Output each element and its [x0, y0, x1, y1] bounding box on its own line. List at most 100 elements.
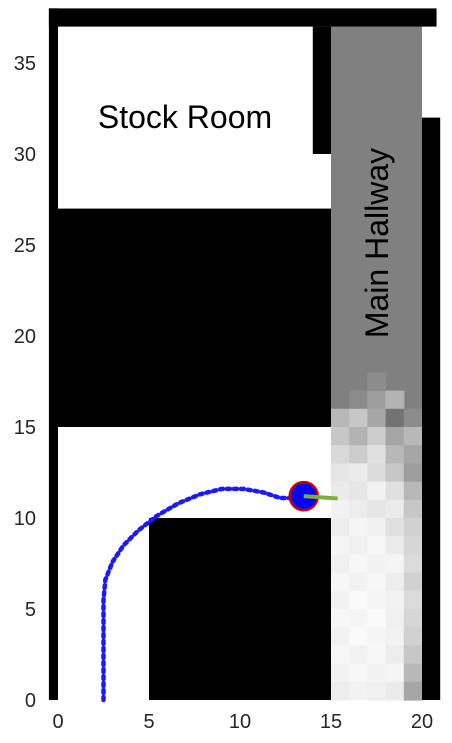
hallway-cell — [331, 627, 350, 646]
hallway-cell — [385, 427, 405, 446]
hallway-cell — [349, 518, 368, 537]
hallway-cell — [331, 463, 350, 483]
hallway-cell — [367, 427, 387, 446]
hallway-cell — [385, 681, 405, 701]
x-tick-label: 0 — [52, 711, 63, 733]
hallway-cell — [367, 390, 387, 410]
hallway-cell — [331, 408, 350, 428]
hallway-cell — [367, 554, 387, 574]
hallway-cell — [385, 518, 405, 537]
hallway-cell — [367, 518, 387, 537]
hallway-cell — [385, 554, 405, 574]
hallway-cell — [331, 554, 350, 574]
hallway-cell — [385, 499, 405, 519]
hallway-cell — [367, 536, 387, 555]
hallway-cell — [331, 681, 350, 701]
hallway-cell — [367, 499, 387, 519]
y-tick-label: 30 — [14, 144, 36, 166]
hallway-cell — [367, 408, 387, 428]
hallway-cell — [403, 499, 423, 519]
y-tick-label: 35 — [14, 53, 36, 75]
hallway-cell — [367, 572, 387, 592]
hallway-cell — [349, 445, 368, 464]
hallway-cell — [403, 681, 423, 701]
hallway-cell — [403, 609, 423, 628]
robot-heading — [303, 494, 338, 501]
hallway-cell — [349, 590, 368, 610]
hallway-cell — [385, 663, 405, 683]
wall-block — [422, 117, 441, 701]
hallway-cell — [349, 463, 368, 483]
hallway-cell — [349, 681, 368, 701]
hallway-cell — [349, 427, 368, 446]
hallway-cell — [349, 645, 368, 665]
hallway-cell — [349, 663, 368, 683]
hallway-cell — [331, 645, 350, 665]
hallway-cell — [331, 536, 350, 555]
hallway-cell — [349, 390, 368, 410]
hallway-cell — [403, 663, 423, 683]
y-tick-label: 0 — [25, 690, 36, 712]
axis-ticks: 0 5 10 15 20 0 5 10 15 20 25 30 35 — [14, 53, 433, 733]
hallway-cell — [367, 681, 387, 701]
hallway-cell — [367, 645, 387, 665]
hallway-cell — [403, 445, 423, 464]
hallway-cell — [367, 481, 387, 501]
hallway-cell — [331, 445, 350, 464]
hallway-cell — [403, 481, 423, 501]
hallway-cell — [331, 499, 350, 519]
hallway-cell — [403, 536, 423, 555]
hallway-cell — [403, 427, 423, 446]
hallway-cell — [349, 609, 368, 628]
hallway-cell — [385, 445, 405, 464]
hallway-cell — [403, 554, 423, 574]
x-tick-label: 10 — [229, 711, 251, 733]
hallway-cell — [385, 572, 405, 592]
hallway-cell — [403, 590, 423, 610]
hallway-cell — [349, 408, 368, 428]
hallway-cell — [331, 609, 350, 628]
hallway-cell — [385, 390, 405, 410]
hallway-cell — [349, 536, 368, 555]
hallway-cell — [331, 590, 350, 610]
hallway-cell — [385, 536, 405, 555]
hallway-cell — [367, 590, 387, 610]
wall-block — [312, 26, 331, 155]
hallway-cell — [385, 481, 405, 501]
hallway-cell — [331, 427, 350, 446]
hallway-cell — [385, 408, 405, 428]
y-tick-label: 5 — [25, 599, 36, 621]
wall-block — [58, 208, 331, 427]
hallway-cell — [403, 572, 423, 592]
y-tick-label: 10 — [14, 508, 36, 530]
hallway-cell — [349, 481, 368, 501]
wall-block — [48, 8, 437, 27]
hallway-cell — [403, 463, 423, 483]
wall-block — [48, 8, 58, 700]
hallway-cell — [331, 481, 350, 501]
y-tick-label: 25 — [14, 235, 36, 257]
hallway-cell — [331, 518, 350, 537]
y-tick-label: 20 — [14, 326, 36, 348]
hallway-cell — [403, 408, 423, 428]
x-tick-label: 20 — [411, 711, 433, 733]
main-hallway-label: Main Hallway — [359, 148, 395, 338]
hallway-cell — [403, 645, 423, 665]
hallway-cell — [367, 663, 387, 683]
hallway-cell — [349, 499, 368, 519]
hallway-cell — [367, 627, 387, 646]
x-tick-label: 5 — [143, 711, 154, 733]
hallway-cell — [349, 572, 368, 592]
hallway-cell — [349, 627, 368, 646]
hallway-cell — [403, 627, 423, 646]
hallway-cell — [403, 518, 423, 537]
hallway-cell — [367, 372, 387, 392]
hallway-cell — [367, 463, 387, 483]
stock-room-label: Stock Room — [98, 99, 272, 135]
hallway-cell — [385, 645, 405, 665]
hallway-cell — [385, 609, 405, 628]
hallway-cell — [385, 463, 405, 483]
hallway-cell — [331, 663, 350, 683]
hallway-cell — [367, 445, 387, 464]
